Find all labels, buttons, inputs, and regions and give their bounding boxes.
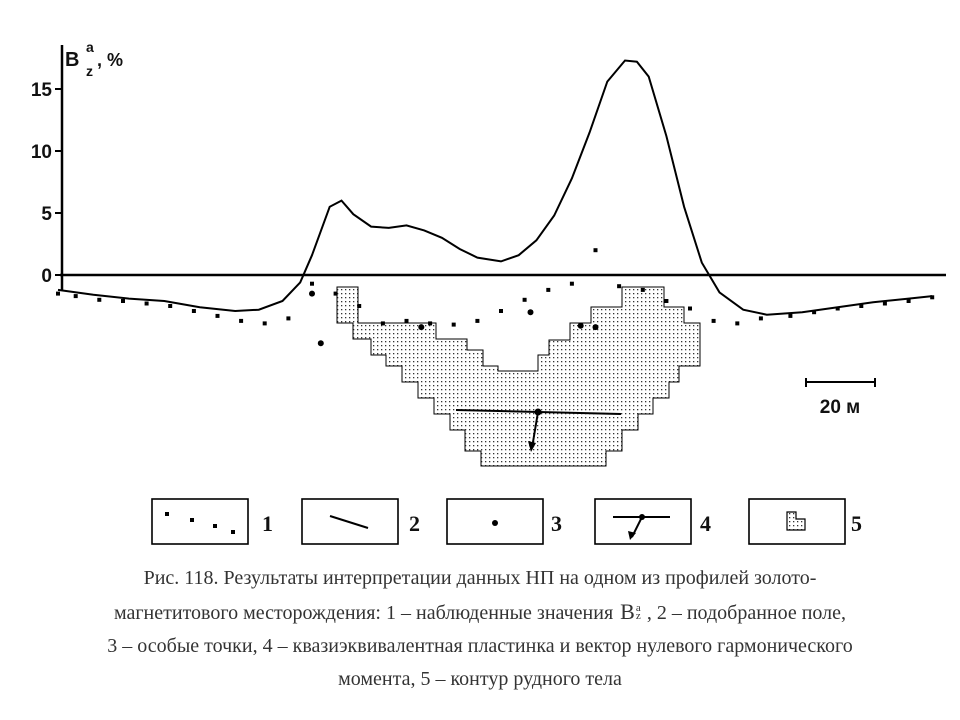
observed-point — [688, 306, 692, 311]
y-tick-label-10: 10 — [31, 142, 52, 163]
observed-point — [569, 281, 574, 286]
plate-center-point — [534, 408, 542, 416]
observed-point — [191, 309, 196, 313]
svg-text:1: 1 — [262, 511, 273, 536]
observed-point — [735, 321, 740, 326]
observed-point — [239, 318, 244, 323]
caption-line-2: магнетитового месторождения: 1 – наблюде… — [20, 595, 940, 630]
observed-point — [522, 297, 527, 302]
svg-text:5: 5 — [851, 511, 862, 536]
y-tick-label-5: 5 — [41, 204, 52, 225]
caption-line-1: Рис. 118. Результаты интерпретации данны… — [143, 567, 817, 589]
observed-point — [97, 297, 102, 302]
singular-point — [592, 324, 599, 331]
caption-line-3: 3 – особые точки, 4 – квазиэквивалентная… — [107, 635, 853, 657]
fitted-field-curve — [57, 59, 933, 316]
observed-point — [428, 321, 433, 326]
caption-line-4: момента, 5 – контур рудного тела — [338, 668, 622, 690]
legend-item-5: 5 — [748, 498, 862, 545]
figure-canvas: 0 5 10 15 B a z , % 20 м 1 2 — [31, 39, 946, 545]
scale-bar: 20 м — [805, 378, 876, 418]
legend-item-2: 2 — [301, 498, 420, 545]
observed-point — [758, 316, 763, 321]
observed-point — [333, 291, 338, 296]
scale-bar-label: 20 м — [820, 397, 860, 418]
observed-point — [835, 306, 840, 311]
singular-point — [309, 290, 315, 297]
singular-point — [317, 340, 324, 347]
singular-point — [577, 322, 584, 329]
singular-points-series — [309, 290, 599, 347]
observed-point — [168, 304, 173, 308]
moment-vector — [531, 411, 539, 449]
svg-text:3: 3 — [551, 511, 562, 536]
observed-point — [711, 318, 716, 323]
observed-point — [546, 287, 551, 292]
observed-point — [499, 309, 503, 313]
observed-point — [357, 304, 362, 308]
singular-point — [418, 324, 425, 331]
observed-point — [451, 322, 456, 327]
figure-caption: Рис. 118. Результаты интерпретации данны… — [20, 562, 940, 696]
y-axis-label-unit: , % — [97, 50, 123, 70]
moment-vector-arrowhead — [528, 441, 536, 452]
observed-point — [617, 284, 622, 289]
y-axis-label: B — [65, 49, 79, 71]
observed-point — [593, 248, 598, 253]
observed-point — [56, 291, 60, 296]
observed-point — [859, 304, 864, 308]
observed-point — [812, 310, 817, 315]
observed-point — [310, 281, 314, 286]
observed-point — [788, 313, 793, 318]
y-tick-label-15: 15 — [31, 80, 53, 101]
observed-point — [262, 321, 267, 326]
observed-point — [475, 318, 480, 323]
singular-point — [527, 309, 534, 316]
observed-point — [640, 287, 645, 292]
observed-point — [664, 299, 669, 303]
legend-item-1: 1 — [151, 498, 273, 545]
y-axis-label-sup: a — [86, 39, 94, 55]
caption-line-2-part-1: магнетитового месторождения: 1 – наблюде… — [113, 602, 614, 624]
observed-point — [930, 295, 935, 300]
observed-point — [380, 321, 385, 326]
observed-point — [73, 294, 78, 299]
ore-body-contour — [336, 286, 701, 467]
observed-point — [215, 313, 220, 318]
observed-point — [121, 299, 125, 303]
y-ticks: 0 5 10 15 — [31, 80, 62, 287]
observed-point — [286, 316, 291, 321]
observed-values-series — [56, 248, 935, 327]
observed-point — [144, 301, 149, 306]
observed-point — [404, 318, 409, 323]
legend-item-4: 4 — [594, 498, 711, 545]
legend: 1 2 3 4 5 — [151, 498, 862, 545]
observed-point — [906, 299, 911, 303]
y-tick-label-0: 0 — [41, 266, 52, 287]
y-axis-label-sub: z — [86, 63, 93, 79]
svg-text:4: 4 — [700, 511, 711, 536]
legend-item-3: 3 — [446, 498, 562, 545]
observed-point — [882, 301, 887, 306]
caption-line-2-part-2: , 2 – подобранное поле, — [646, 602, 847, 624]
svg-text:2: 2 — [409, 511, 420, 536]
